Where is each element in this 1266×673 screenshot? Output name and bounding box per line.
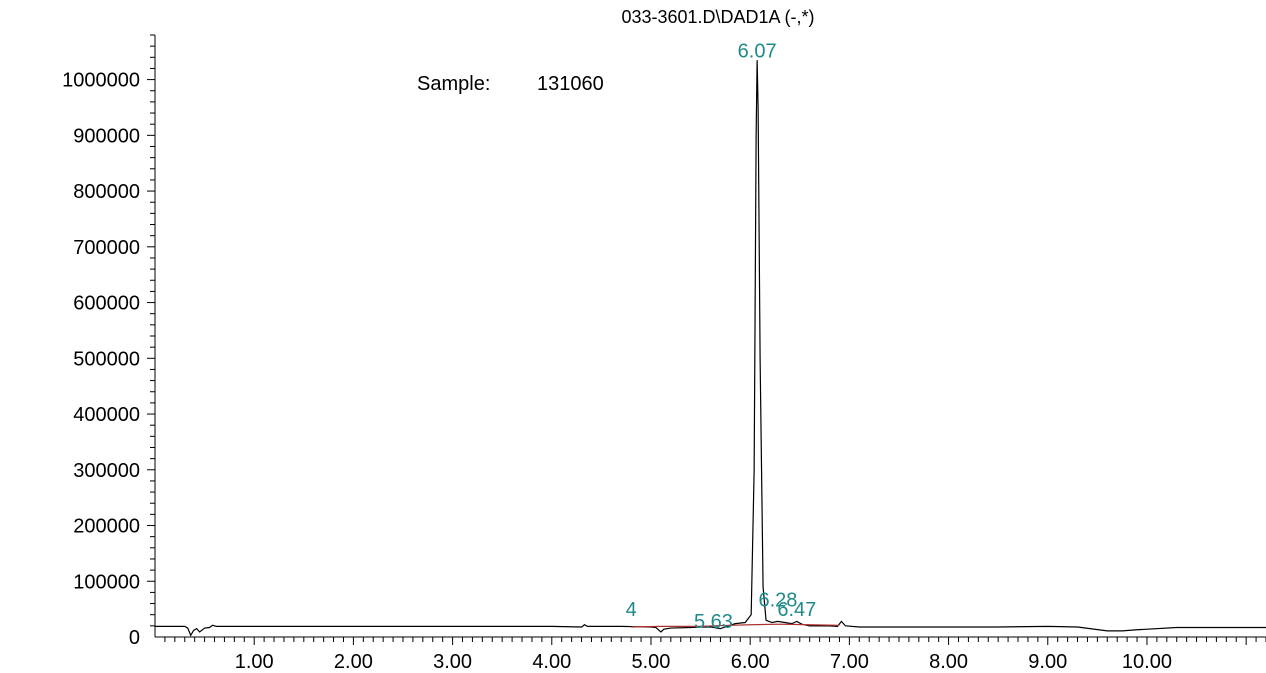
series-group (155, 60, 1266, 637)
y-tick-label: 400000 (73, 404, 140, 426)
x-tick-label: 6.00 (731, 651, 770, 673)
sample-value: 131060 (537, 73, 604, 95)
y-tick-label: 900000 (73, 125, 140, 147)
peak-label: 6.47 (777, 599, 816, 621)
x-tick-label: 3.00 (433, 651, 472, 673)
y-tick-label: 600000 (73, 293, 140, 315)
x-tick-label: 8.00 (929, 651, 968, 673)
y-tick-label: 800000 (73, 181, 140, 203)
x-tick-label: 5.00 (632, 651, 671, 673)
x-tick-label: 4.00 (532, 651, 571, 673)
y-tick-label: 300000 (73, 460, 140, 482)
peak-label: 6.28 (758, 589, 797, 611)
y-axis-ticks: 0 100000 200000 300000 400000 500000 600000 700… (62, 70, 140, 649)
peak-labels: 4 5.63 6.07 6.286.47 (626, 40, 817, 633)
x-axis-ticks: 1.00 2.00 3.00 4.00 5.00 6.00 7.00 8.00 9.00 10.0… (235, 651, 1172, 673)
y-tick-label: 1000000 (62, 70, 140, 92)
y-tick-label: 500000 (73, 348, 140, 370)
peak-label: 5.63 (694, 611, 733, 633)
x-tick-label: 2.00 (334, 651, 373, 673)
axes (147, 34, 1266, 645)
signal-trace-line (155, 60, 1266, 637)
peak-label: 6.07 (738, 40, 777, 62)
y-tick-label: 700000 (73, 237, 140, 259)
x-tick-label: 1.00 (235, 651, 274, 673)
x-tick-label: 7.00 (830, 651, 869, 673)
y-tick-label: 200000 (73, 516, 140, 538)
y-tick-label: 100000 (73, 571, 140, 593)
peak-label: 4 (626, 599, 637, 621)
sample-label: Sample: (417, 73, 490, 95)
baseline-trace-line (631, 623, 840, 628)
y-tick-label: 0 (129, 627, 140, 649)
sample-annotation: Sample: 131060 (417, 73, 604, 95)
x-tick-label: 10.00 (1122, 651, 1172, 673)
x-tick-label: 9.00 (1028, 651, 1067, 673)
chart-title: 033-3601.D\DAD1A (-,*) (621, 7, 814, 27)
